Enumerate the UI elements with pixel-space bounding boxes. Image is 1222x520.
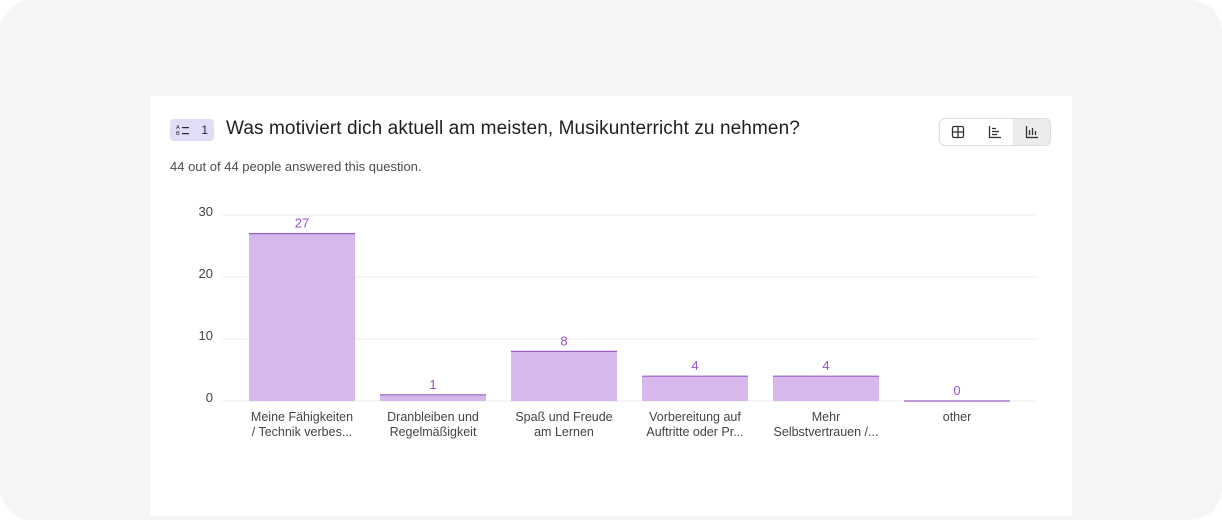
question-type-badge: A B 1	[170, 119, 214, 141]
question-title: Was motiviert dich aktuell am meisten, M…	[226, 118, 800, 139]
answered-count: 44 out of 44 people answered this questi…	[170, 159, 422, 174]
chart-view-toggle	[939, 118, 1051, 146]
x-category-label: Spaß und Freude	[515, 410, 612, 424]
table-view-icon	[952, 125, 965, 139]
horizontal-bar-icon	[988, 126, 1001, 139]
x-category-label: Dranbleiben und	[387, 410, 479, 424]
bar-value-label: 4	[822, 358, 829, 373]
y-tick-label: 0	[206, 390, 213, 405]
bar-value-label: 8	[560, 333, 567, 348]
multiple-choice-icon: A B	[176, 125, 189, 136]
y-tick-label: 30	[199, 204, 213, 219]
question-card: A B 1 Was motiviert dich aktuell am meis…	[150, 96, 1072, 516]
x-category-label: Vorbereitung auf	[649, 410, 741, 424]
y-tick-label: 10	[199, 328, 213, 343]
y-tick-label: 20	[199, 266, 213, 281]
bar	[380, 394, 486, 401]
x-category-label: Regelmäßigkeit	[390, 425, 477, 439]
horizontal-bar-view-button[interactable]	[977, 119, 1014, 145]
x-category-label: am Lernen	[534, 425, 594, 439]
bar-value-label: 27	[295, 216, 309, 231]
bar-value-label: 4	[691, 358, 698, 373]
question-number: 1	[201, 123, 208, 137]
x-category-label: other	[943, 410, 972, 424]
vertical-bar-view-button[interactable]	[1013, 119, 1050, 145]
svg-text:B: B	[176, 131, 180, 136]
x-category-label: Meine Fähigkeiten	[251, 410, 353, 424]
bar-value-label: 1	[429, 377, 436, 392]
table-view-button[interactable]	[940, 119, 977, 145]
x-category-label: Mehr	[812, 410, 840, 424]
x-category-label: / Technik verbes...	[252, 425, 353, 439]
x-category-label: Selbstvertrauen /...	[774, 425, 879, 439]
bar	[511, 351, 617, 401]
x-category-label: Auftritte oder Pr...	[646, 425, 743, 439]
bar	[773, 376, 879, 401]
vertical-bar-icon	[1025, 126, 1038, 139]
bar	[249, 233, 355, 401]
bar-value-label: 0	[953, 383, 960, 398]
bar	[642, 376, 748, 401]
svg-text:A: A	[176, 125, 180, 131]
